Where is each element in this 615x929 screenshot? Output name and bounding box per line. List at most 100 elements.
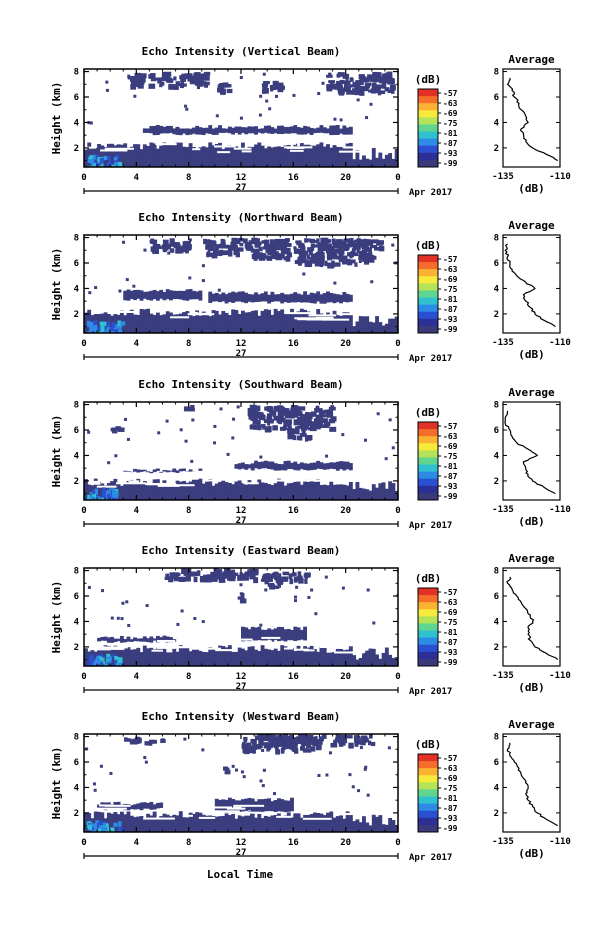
echo-strong (98, 825, 103, 831)
echo-cell (311, 411, 317, 417)
echo-cell (293, 461, 298, 471)
echo-cell (371, 82, 377, 89)
echo-cell (189, 80, 197, 85)
average-y-tick-label: 8 (494, 234, 499, 244)
echo-cell (205, 147, 209, 167)
echo-cell (164, 576, 170, 580)
echo-cell (290, 407, 296, 414)
colorbar-tick-label: -93 (443, 315, 458, 324)
echo-cell (119, 811, 124, 832)
echo-cell (139, 482, 144, 500)
echo-cell (352, 489, 357, 500)
echo-cell (262, 768, 266, 772)
average-y-tick-label: 6 (494, 259, 499, 269)
echo-cell (299, 252, 303, 257)
echo-cell (250, 573, 256, 579)
echo-cell (257, 128, 262, 133)
echo-cell (227, 126, 232, 134)
colorbar-frame (417, 254, 439, 334)
colorbar-tick-label: -69 (443, 109, 458, 118)
echo-cell (286, 413, 293, 418)
echo-cell (237, 463, 242, 470)
echo-cell (253, 577, 259, 584)
echo-cell (318, 410, 325, 416)
echo-cell (231, 309, 236, 333)
echo-cell (227, 315, 232, 333)
echo-cell (369, 244, 377, 249)
echo-gap (285, 312, 317, 315)
echo-cell (227, 145, 232, 167)
echo-cell (110, 636, 115, 643)
echo-cell (165, 289, 170, 300)
echo-cell (260, 416, 264, 420)
echo-strong (117, 320, 121, 327)
echo-cell (378, 483, 383, 500)
echo-cell (244, 798, 249, 811)
echo-cell (259, 779, 263, 783)
echo-cell (255, 735, 260, 741)
echo-cell (263, 239, 270, 246)
echo-cell (263, 291, 268, 302)
echo-gap (207, 806, 232, 809)
echo-cell (299, 817, 304, 832)
echo-strong (114, 659, 119, 666)
colorbar-segment (418, 485, 438, 494)
colorbar-segment (418, 318, 438, 327)
echo-cell (283, 629, 288, 642)
echo-cell (345, 238, 349, 242)
echo-cell (177, 244, 181, 248)
echo-gap (245, 477, 266, 480)
echo-cell (127, 74, 131, 78)
echo-cell (254, 144, 258, 167)
echo-cell (142, 309, 147, 333)
echo-cell (262, 742, 269, 746)
echo-gap (313, 479, 335, 482)
echo-cell (123, 639, 128, 643)
echo-cell (371, 814, 376, 832)
echo-cell (277, 408, 282, 412)
echo-strong (111, 321, 116, 328)
echo-cell (221, 646, 226, 666)
echo-cell (267, 576, 273, 582)
echo-cell (303, 479, 308, 500)
echo-cell (211, 648, 216, 666)
colorbar-tick-label: -93 (443, 648, 458, 657)
echo-cell (198, 468, 203, 471)
average-x-tick-label: -110 (549, 338, 571, 348)
echo-cell (227, 815, 232, 832)
echo-gap (128, 480, 140, 483)
echo-cell (296, 311, 301, 333)
echo-cell (314, 257, 321, 263)
echo-cell (169, 238, 175, 245)
echo-cell (185, 147, 190, 167)
echo-cell (113, 427, 120, 432)
echo-cell (381, 325, 386, 333)
echo-cell (133, 649, 137, 666)
echo-cell (330, 248, 336, 253)
echo-cell (260, 645, 265, 666)
echo-cell (167, 251, 171, 255)
echo-cell (192, 571, 199, 577)
echo-cell (314, 612, 318, 616)
echo-cell (280, 147, 285, 167)
colorbar-segment (418, 478, 438, 487)
average-profile-line (504, 243, 556, 328)
echo-strong (95, 162, 100, 167)
echo-cell (175, 290, 180, 300)
echo-cell (146, 145, 151, 167)
colorbar-segment (418, 623, 438, 632)
echo-cell (267, 309, 272, 333)
echo-cell (123, 803, 128, 811)
echo-cell (259, 455, 263, 459)
echo-cell (268, 244, 274, 250)
echo-cell (306, 481, 311, 500)
echo-cell (257, 813, 262, 832)
colorbar-segment (418, 630, 438, 639)
echo-cell (296, 293, 301, 303)
echo-cell (173, 242, 180, 248)
echo-cell (239, 116, 243, 120)
y-tick-label: 8 (74, 401, 79, 411)
echo-cell (280, 309, 285, 333)
echo-cell (254, 627, 258, 642)
echo-cell (117, 427, 125, 432)
